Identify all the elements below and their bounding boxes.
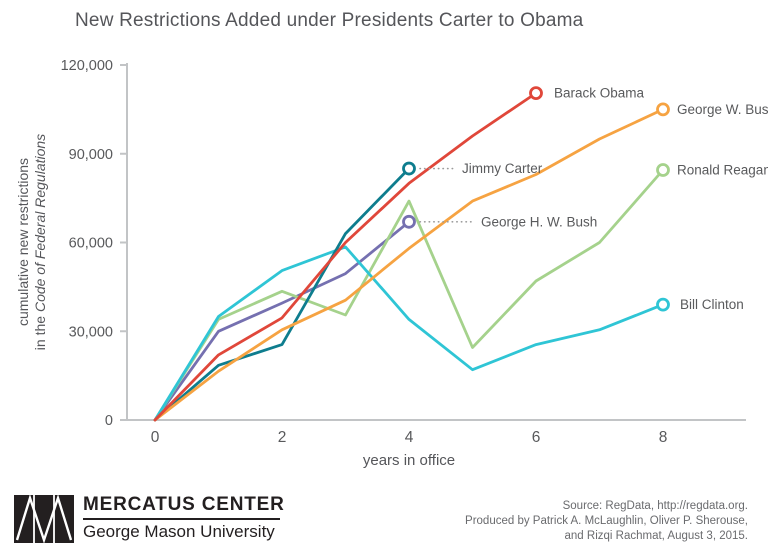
chart-canvas: 0 30,000 60,000 90,000 120,000 0 2 4 6 8 George H.… bbox=[61, 58, 768, 446]
line-bill-clinton bbox=[153, 245, 665, 422]
mercatus-center-wordmark: MERCATUS CENTER bbox=[83, 494, 285, 515]
y-tick-label: 60,000 bbox=[69, 236, 113, 252]
endpoint-ronald-reagan bbox=[656, 163, 670, 177]
mercatus-logo-icon bbox=[14, 495, 74, 543]
x-tick-label: 2 bbox=[278, 429, 287, 446]
endpoint-barack-obama bbox=[529, 86, 543, 101]
george-mason-university-wordmark: George Mason University bbox=[83, 522, 275, 541]
y-tick-label: 0 bbox=[105, 413, 113, 429]
y-axis-label-line2-prefix: in the bbox=[32, 312, 48, 351]
y-tick-label: 120,000 bbox=[61, 58, 113, 74]
line-george-h-w-bush bbox=[153, 220, 411, 422]
x-tick-label: 4 bbox=[405, 429, 414, 446]
x-tick-label: 8 bbox=[659, 429, 668, 446]
y-tick-label: 30,000 bbox=[69, 324, 113, 340]
y-axis-label: cumulative new restrictions in the Code … bbox=[15, 72, 49, 412]
chart-title: New Restrictions Added under Presidents … bbox=[75, 10, 584, 31]
line-george-w-bush bbox=[153, 108, 665, 422]
label-george-h-w-bush: George H. W. Bush bbox=[481, 214, 597, 229]
y-axis-label-line1: cumulative new restrictions bbox=[15, 157, 31, 327]
line-jimmy-carter bbox=[153, 167, 411, 422]
y-axis-label-line2-italic: Code of Federal Regulations bbox=[32, 133, 48, 313]
label-bill-clinton: Bill Clinton bbox=[680, 297, 744, 312]
source-line: Source: RegData, http://regdata.org. bbox=[562, 500, 748, 512]
y-tick-label: 90,000 bbox=[69, 147, 113, 163]
label-george-w-bush: George W. Bush bbox=[677, 102, 768, 117]
label-barack-obama: Barack Obama bbox=[554, 86, 645, 101]
line-ronald-reagan bbox=[153, 168, 665, 422]
source-attribution: Source: RegData, http://regdata.org. Pro… bbox=[465, 499, 748, 544]
source-line: and Rizqi Rachmat, August 3, 2015. bbox=[564, 530, 748, 542]
logo-divider bbox=[83, 518, 280, 520]
endpoint-jimmy-carter bbox=[402, 161, 416, 176]
x-tick-label: 0 bbox=[151, 429, 160, 446]
label-jimmy-carter: Jimmy Carter bbox=[462, 161, 543, 176]
endpoint-george-w-bush bbox=[656, 102, 670, 117]
line-barack-obama bbox=[153, 91, 538, 422]
x-axis-label: years in office bbox=[362, 452, 456, 469]
endpoint-bill-clinton bbox=[656, 297, 670, 312]
x-tick-label: 6 bbox=[532, 429, 541, 446]
source-line: Produced by Patrick A. McLaughlin, Olive… bbox=[465, 515, 748, 527]
label-ronald-reagan: Ronald Reagan bbox=[677, 163, 768, 178]
endpoint-george-h-w-bush bbox=[402, 214, 416, 229]
